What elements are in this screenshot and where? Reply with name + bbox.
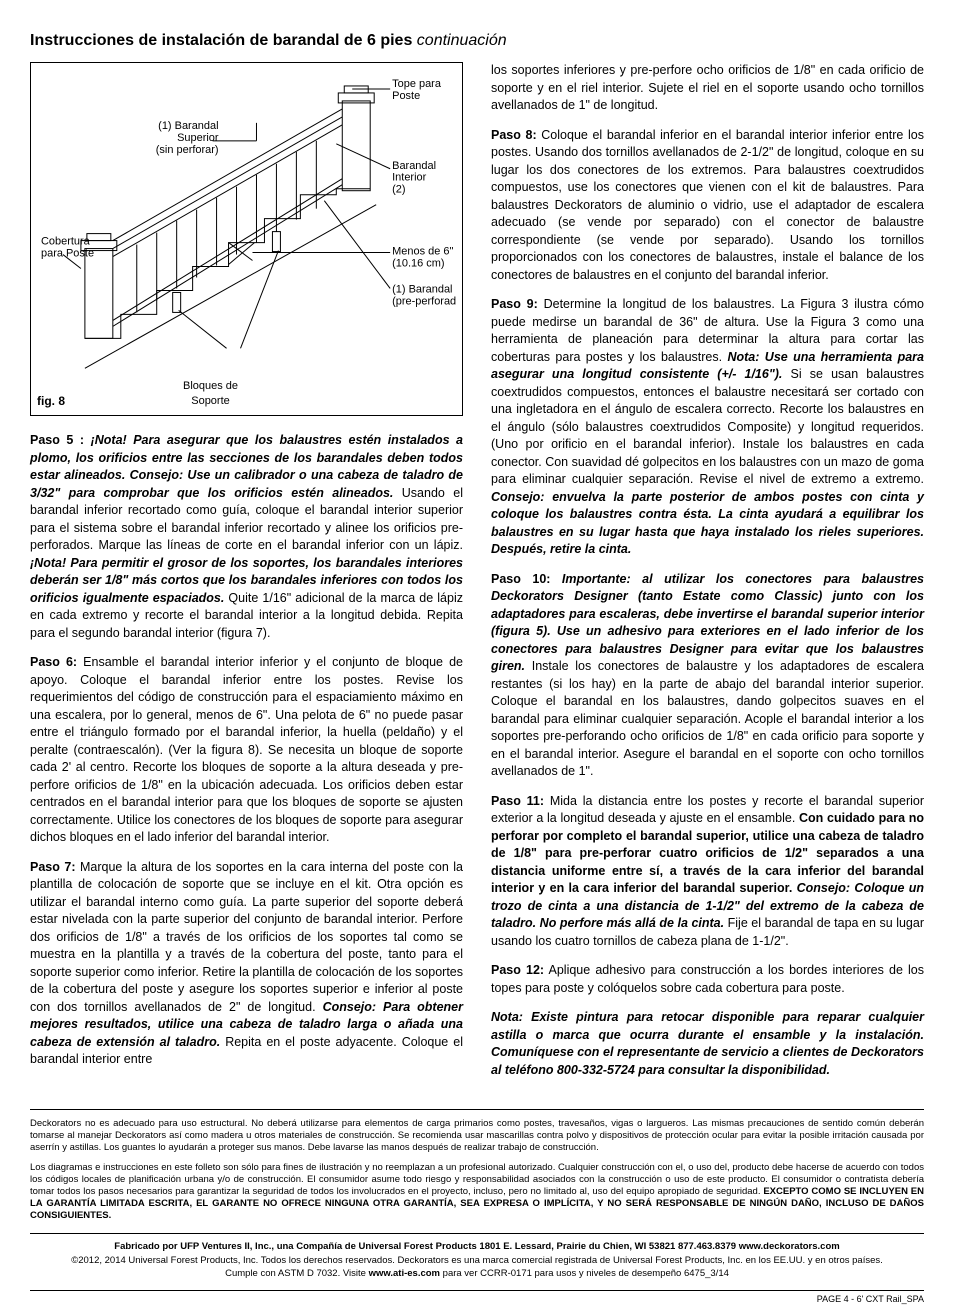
figure-8-center-label: Bloques deSoporte [89,379,332,410]
step-10-body: Instale los conectores de balaustre y lo… [491,659,924,778]
svg-text:Poste: Poste [392,90,420,102]
left-column: Tope para Poste (1) Barandal Superior (s… [30,62,463,1091]
step-9-tip: Consejo: envuelva la parte posterior de … [491,490,924,557]
step-7-label: Paso 7: [30,860,76,874]
right-column: los soportes inferiores y pre-perfore oc… [491,62,924,1091]
svg-text:Menos de 6": Menos de 6" [392,246,453,258]
step-9-body2: Si se usan balaustres coextrudidos compu… [491,367,924,486]
step-6-label: Paso 6: [30,655,77,669]
disclaimer-1: Deckorators no es adecuado para uso estr… [30,1118,924,1154]
figure-8-label: fig. 8 [37,393,65,410]
page-heading: Instrucciones de instalación de barandal… [30,30,924,52]
step-11-label: Paso 11: [491,794,544,808]
footer-line-3-post: para ver CCRR-0171 para usos y niveles d… [440,1268,729,1279]
step-10-label: Paso 10: [491,572,550,586]
svg-text:Cobertura: Cobertura [41,236,91,248]
svg-text:(1) Barandal Inferior: (1) Barandal Inferior [392,284,456,296]
final-note-text: Nota: Existe pintura para retocar dispon… [491,1010,924,1077]
svg-text:(pre-perforado de fábrica): (pre-perforado de fábrica) [392,296,456,308]
svg-text:para Poste: para Poste [41,248,94,260]
footer-block: Fabricado por UFP Ventures II, Inc., una… [30,1240,924,1280]
final-note: Nota: Existe pintura para retocar dispon… [491,1009,924,1079]
step-10: Paso 10: Importante: al utilizar los con… [491,571,924,781]
svg-text:Barandal: Barandal [392,160,436,172]
separator-2 [30,1233,924,1234]
svg-text:Interior: Interior [392,172,426,184]
step-7: Paso 7: Marque la altura de los soportes… [30,859,463,1069]
step-8-label: Paso 8: [491,128,537,142]
step-8: Paso 8: Coloque el barandal inferior en … [491,127,924,285]
footer-line-3-pre: Cumple con ASTM D 7032. Visite [225,1268,368,1279]
step-12-body: Aplique adhesivo para construcción a los… [491,963,924,995]
svg-text:(1) Barandal: (1) Barandal [158,120,218,132]
disclaimer-2: Los diagramas e instrucciones en este fo… [30,1162,924,1221]
step-12-label: Paso 12: [491,963,544,977]
footer-line-3: Cumple con ASTM D 7032. Visite www.ati-e… [30,1267,924,1280]
svg-text:Tope para: Tope para [392,78,442,90]
step-7-cont-body: los soportes inferiores y pre-perfore oc… [491,63,924,112]
figure-8: Tope para Poste (1) Barandal Superior (s… [30,62,463,416]
step-8-body: Coloque el barandal inferior en el baran… [491,128,924,282]
step-6: Paso 6: Ensamble el barandal interior in… [30,654,463,847]
svg-text:Superior: Superior [177,132,219,144]
footer-line-2: ©2012, 2014 Universal Forest Products, I… [30,1254,924,1267]
step-6-body: Ensamble el barandal interior inferior y… [30,655,463,844]
svg-text:(10.16 cm): (10.16 cm) [392,258,444,270]
separator-1 [30,1109,924,1110]
figure-8-svg: Tope para Poste (1) Barandal Superior (s… [37,69,456,378]
step-7-continued: los soportes inferiores y pre-perfore oc… [491,62,924,115]
svg-text:(2): (2) [392,184,405,196]
footer-line-1: Fabricado por UFP Ventures II, Inc., una… [30,1240,924,1253]
step-5-label: Paso 5 : [30,433,84,447]
step-5: Paso 5 : ¡Nota! Para asegurar que los ba… [30,432,463,642]
step-11: Paso 11: Mida la distancia entre los pos… [491,793,924,951]
step-12: Paso 12: Aplique adhesivo para construcc… [491,962,924,997]
page-footer: PAGE 4 - 6' CXT Rail_SPA [30,1290,924,1306]
step-7-body1: Marque la altura de los soportes en la c… [30,860,463,1014]
footer-line-3-link: www.ati-es.com [369,1268,440,1279]
step-9-label: Paso 9: [491,297,538,311]
heading-title: Instrucciones de instalación de barandal… [30,32,412,49]
svg-text:(sin perforar): (sin perforar) [156,144,219,156]
step-9: Paso 9: Determine la longitud de los bal… [491,296,924,559]
two-column-body: Tope para Poste (1) Barandal Superior (s… [30,62,924,1091]
heading-continuation: continuación [417,32,507,49]
